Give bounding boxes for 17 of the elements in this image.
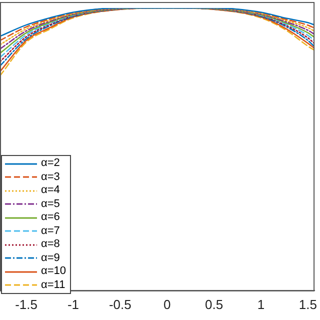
- legend-label: α=11: [41, 278, 66, 292]
- legend-label: α=5: [41, 198, 60, 211]
- x-tick-label: 0: [164, 296, 171, 312]
- x-tick-label: -0.5: [108, 296, 132, 312]
- x-tick-label: -1: [67, 296, 80, 312]
- legend-label: α=10: [41, 265, 66, 278]
- legend-label: α=6: [41, 211, 60, 224]
- legend-label: α=4: [41, 184, 60, 198]
- legend-label: α=8: [41, 238, 60, 252]
- x-tick-label: -1.5: [15, 296, 38, 312]
- legend-label: α=2: [41, 157, 60, 170]
- legend-label: α=7: [41, 224, 60, 238]
- legend-label: α=9: [41, 252, 60, 265]
- legend-label: α=3: [41, 170, 60, 184]
- x-tick-label: 0.5: [205, 296, 224, 312]
- x-tick-label: 1.5: [298, 296, 318, 312]
- x-tick-label: 1: [257, 296, 265, 312]
